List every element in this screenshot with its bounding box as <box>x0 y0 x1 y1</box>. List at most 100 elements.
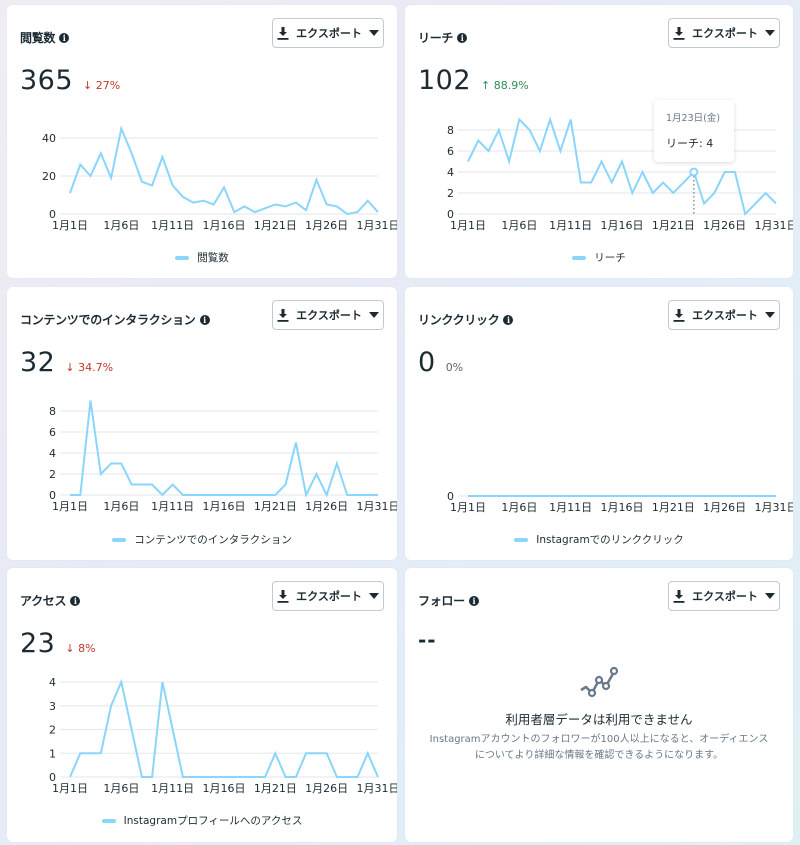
legend-swatch <box>514 537 529 542</box>
svg-text:2: 2 <box>49 724 56 737</box>
svg-text:4: 4 <box>447 166 454 179</box>
download-icon <box>277 26 289 40</box>
tooltip-date: 1月23日(金) <box>666 113 721 124</box>
svg-text:0: 0 <box>447 208 454 221</box>
export-button[interactable]: エクスポート <box>668 18 780 48</box>
legend-swatch <box>101 818 116 823</box>
line-graph-icon <box>580 666 619 698</box>
follows-title: フォロー i <box>418 592 479 609</box>
svg-text:1月6日: 1月6日 <box>501 501 537 514</box>
svg-text:0: 0 <box>447 490 454 503</box>
svg-text:1月21日: 1月21日 <box>254 782 297 795</box>
svg-text:1月6日: 1月6日 <box>103 219 139 232</box>
info-icon[interactable]: i <box>59 32 70 43</box>
svg-text:1月26日: 1月26日 <box>305 782 348 795</box>
svg-text:1月21日: 1月21日 <box>254 500 297 513</box>
svg-text:1月11日: 1月11日 <box>151 782 194 795</box>
access-metric: 23 ↓ 8% <box>20 628 96 659</box>
svg-text:1月16日: 1月16日 <box>203 782 246 795</box>
svg-text:8: 8 <box>447 124 454 137</box>
svg-text:1月1日: 1月1日 <box>52 219 88 232</box>
info-icon[interactable]: i <box>503 314 514 325</box>
info-icon[interactable]: i <box>70 595 81 606</box>
svg-text:1月1日: 1月1日 <box>52 782 88 795</box>
chart-legend[interactable]: Instagramでのリンククリック <box>405 532 793 547</box>
svg-text:8: 8 <box>49 405 56 418</box>
svg-text:0: 0 <box>49 771 56 784</box>
chart-tooltip: 1月23日(金) リーチ: 4 <box>654 100 734 162</box>
no-data-state: 利用者層データは利用できません Instagramアカウントのフォロワーが100… <box>405 665 793 764</box>
interactions-card: コンテンツでのインタラクション i エクスポート 32 ↓ 34.7% 0 2 4 6… <box>7 287 397 560</box>
views-metric: 365 ↓ 27% <box>20 65 120 96</box>
svg-text:1月1日: 1月1日 <box>52 500 88 513</box>
no-data-title: 利用者層データは利用できません <box>505 712 693 727</box>
chevron-down-icon <box>764 593 775 599</box>
download-icon <box>277 308 289 322</box>
legend-swatch <box>572 255 587 260</box>
export-button[interactable]: エクスポート <box>668 300 780 330</box>
svg-text:1月6日: 1月6日 <box>501 219 537 232</box>
chart-legend[interactable]: 閲覧数 <box>7 250 397 265</box>
reach-card: リーチ i エクスポート 102 ↑ 88.9% 0 2 4 6 8 1月1日 1月6日 1月… <box>405 5 793 278</box>
download-icon <box>673 589 685 603</box>
tooltip-value: リーチ: 4 <box>666 137 714 150</box>
chevron-down-icon <box>368 30 379 36</box>
info-icon[interactable]: i <box>457 32 468 43</box>
link-clicks-title: リンククリック i <box>418 311 514 328</box>
svg-text:1月1日: 1月1日 <box>450 219 486 232</box>
reach-title: リーチ i <box>418 29 468 46</box>
follows-card: フォロー i エクスポート -- 利用者層データは利用できません Instagr… <box>405 568 793 842</box>
follows-value: -- <box>418 628 437 652</box>
svg-text:1月21日: 1月21日 <box>652 501 695 514</box>
export-button[interactable]: エクスポート <box>272 581 384 611</box>
chevron-down-icon <box>368 593 379 599</box>
svg-text:1月16日: 1月16日 <box>601 501 644 514</box>
no-data-description: Instagramアカウントのフォロワーが100人以上になると、オーディエンスに… <box>429 734 769 761</box>
metric-change: ↓ 34.7% <box>65 361 114 374</box>
interactions-metric: 32 ↓ 34.7% <box>20 347 113 378</box>
svg-text:1月11日: 1月11日 <box>151 219 194 232</box>
svg-text:1月11日: 1月11日 <box>151 500 194 513</box>
chart-legend[interactable]: Instagramプロフィールへのアクセス <box>7 813 397 828</box>
svg-text:2: 2 <box>447 187 454 200</box>
metric-value: 32 <box>20 347 56 378</box>
views-card: 閲覧数 i エクスポート 365 ↓ 27% 0 20 40 1月1日 1月6日 1月11… <box>7 5 397 278</box>
access-title: アクセス i <box>20 592 81 609</box>
link-clicks-card: リンククリック i エクスポート 0 0% 0 1月1日 1月6日 1月11日 1月16… <box>405 287 793 560</box>
views-title: 閲覧数 i <box>20 29 70 46</box>
chart-legend[interactable]: リーチ <box>405 250 793 265</box>
svg-text:1月16日: 1月16日 <box>203 500 246 513</box>
interactions-line-chart[interactable]: 0 2 4 6 8 1月1日 1月6日 1月11日 1月16日 1月21日 1月26日 1月31日 <box>7 287 397 560</box>
reach-line-chart[interactable]: 0 2 4 6 8 1月1日 1月6日 1月11日 1月16日 1月21日 1月26日 1月31日 <box>405 5 793 278</box>
svg-text:3: 3 <box>49 700 56 713</box>
export-button[interactable]: エクスポート <box>272 18 384 48</box>
metric-value: 102 <box>418 65 472 96</box>
metric-change: ↓ 8% <box>65 642 96 655</box>
svg-text:1月21日: 1月21日 <box>652 219 695 232</box>
svg-text:1月31日: 1月31日 <box>357 782 398 795</box>
svg-text:1月1日: 1月1日 <box>450 501 486 514</box>
info-icon[interactable]: i <box>468 595 479 606</box>
svg-text:1月6日: 1月6日 <box>103 782 139 795</box>
svg-text:1月31日: 1月31日 <box>755 219 794 232</box>
svg-text:40: 40 <box>42 132 56 145</box>
export-button[interactable]: エクスポート <box>272 300 384 330</box>
legend-swatch <box>112 537 127 542</box>
svg-text:1月6日: 1月6日 <box>103 500 139 513</box>
svg-text:1月26日: 1月26日 <box>703 219 746 232</box>
export-button[interactable]: エクスポート <box>668 581 780 611</box>
svg-text:1: 1 <box>49 747 56 760</box>
info-icon[interactable]: i <box>199 314 210 325</box>
svg-text:0: 0 <box>49 208 56 221</box>
chart-legend[interactable]: コンテンツでのインタラクション <box>7 532 397 547</box>
download-icon <box>673 26 685 40</box>
metric-value: 0 <box>418 347 436 378</box>
chevron-down-icon <box>764 312 775 318</box>
svg-text:1月31日: 1月31日 <box>357 219 398 232</box>
views-line-chart[interactable]: 0 20 40 1月1日 1月6日 1月11日 1月16日 1月21日 1月26日 1月31日 <box>7 5 397 278</box>
svg-text:1月31日: 1月31日 <box>755 501 794 514</box>
metric-change: ↑ 88.9% <box>481 79 529 92</box>
svg-text:1月21日: 1月21日 <box>254 219 297 232</box>
